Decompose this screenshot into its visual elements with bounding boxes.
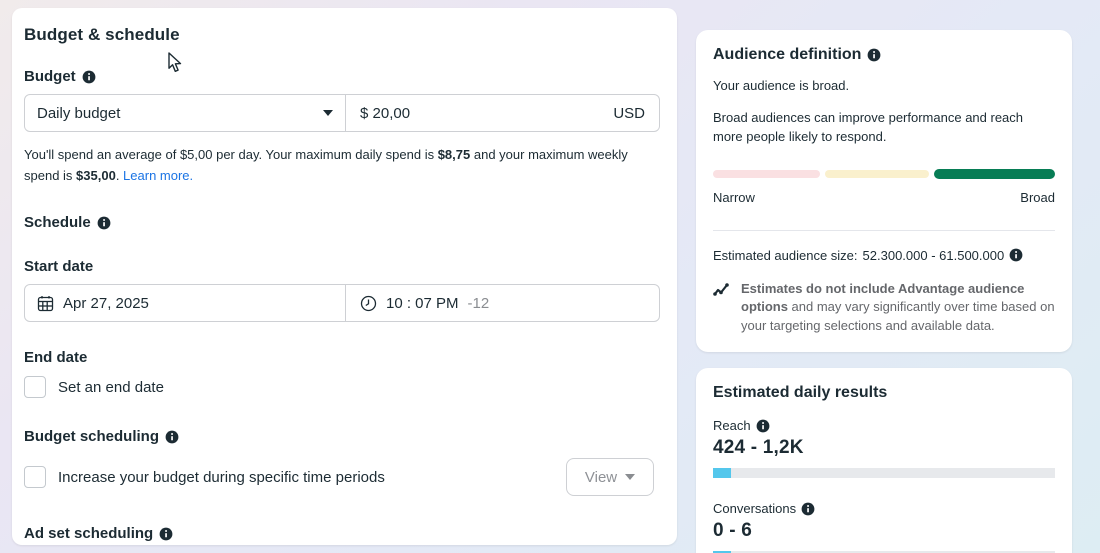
timezone-value: -12	[467, 294, 490, 312]
budget-type-dropdown[interactable]: Daily budget	[25, 95, 346, 131]
gauge-segment-narrow	[713, 169, 820, 178]
conversations-bar	[713, 551, 1055, 553]
info-icon[interactable]	[867, 48, 881, 62]
audience-definition-card: Audience definition Your audience is bro…	[696, 30, 1072, 352]
estimates-note-rest: and may vary significantly over time bas…	[741, 299, 1055, 334]
reach-bar-fill	[713, 468, 732, 478]
learn-more-link[interactable]: Learn more.	[123, 167, 194, 183]
help-text-2: and your maximum weekly spend is	[24, 147, 628, 183]
estimated-audience-size-row: Estimated audience size: 52.300.000 - 61…	[713, 248, 1055, 263]
gauge-segment-middle	[825, 169, 929, 178]
start-datetime-row: Apr 27, 2025 10 : 07 PM -12	[24, 284, 660, 323]
page-title: Budget & schedule	[24, 25, 180, 44]
ad-set-scheduling-label-row: Ad set scheduling	[24, 525, 660, 542]
budget-input-row: Daily budget $ 20,00 USD	[24, 94, 660, 132]
budget-scheduling-checkbox[interactable]	[24, 466, 46, 489]
end-date-checkbox[interactable]	[24, 376, 46, 399]
budget-scheduling-row: Increase your budget during specific tim…	[24, 458, 660, 497]
audience-summary: Your audience is broad.	[713, 78, 850, 93]
start-date-value: Apr 27, 2025	[63, 294, 149, 312]
ad-set-scheduling-label: Ad set scheduling	[24, 525, 154, 543]
calendar-icon	[37, 295, 54, 312]
estimated-size-label: Estimated audience size:	[713, 247, 858, 263]
info-icon[interactable]	[165, 430, 179, 444]
conversations-label: Conversations	[713, 501, 797, 516]
budget-schedule-card: Budget & schedule Budget Daily budget $ …	[12, 8, 677, 545]
budget-help-text: You'll spend an average of $5,00 per day…	[24, 145, 664, 186]
max-daily-spend: $8,75	[437, 147, 471, 162]
estimates-note: Estimates do not include Advantage audie…	[713, 280, 1055, 337]
chevron-down-icon	[323, 110, 333, 116]
help-text-3: .	[115, 167, 124, 183]
trend-line-icon	[713, 282, 731, 337]
gauge-labels: Narrow Broad	[713, 190, 1055, 205]
budget-label: Budget	[24, 68, 76, 85]
conversations-bar-fill	[713, 551, 732, 553]
info-icon[interactable]	[82, 70, 96, 84]
estimated-daily-results-card: Estimated daily results Reach 424 - 1,2K…	[696, 368, 1072, 553]
budget-label-row: Budget	[24, 68, 660, 85]
budget-scheduling-label-row: Budget scheduling	[24, 428, 660, 445]
estimated-size-value: 52.300.000 - 61.500.000	[862, 247, 1005, 263]
reach-value: 424 - 1,2K	[713, 437, 804, 458]
budget-scheduling-label: Budget scheduling	[24, 428, 159, 446]
start-date-label: Start date	[24, 258, 94, 276]
metric-label-row: Conversations	[713, 501, 1055, 516]
metric-reach: Reach 424 - 1,2K	[713, 418, 1055, 478]
info-icon[interactable]	[159, 527, 173, 541]
end-date-checkbox-label: Set an end date	[58, 378, 164, 396]
start-time-field[interactable]: 10 : 07 PM -12	[346, 285, 659, 321]
audience-description: Broad audiences can improve performance …	[713, 109, 1024, 144]
info-icon[interactable]	[756, 419, 770, 433]
view-button[interactable]: View	[566, 458, 654, 497]
end-date-label: End date	[24, 349, 88, 367]
currency-code: USD	[613, 104, 645, 122]
metric-conversations: Conversations 0 - 6	[713, 501, 1055, 553]
gauge-narrow-label: Narrow	[713, 189, 755, 205]
gauge-segment-broad	[934, 168, 1055, 179]
end-date-row: Set an end date	[24, 376, 660, 399]
budget-amount-field[interactable]: $ 20,00 USD	[346, 95, 659, 131]
budget-scheduling-checkbox-label: Increase your budget during specific tim…	[58, 468, 385, 486]
audience-card-title-row: Audience definition	[713, 46, 1055, 64]
estimates-note-text: Estimates do not include Advantage audie…	[741, 280, 1055, 337]
estimates-note-bold: Estimates do not include Advantage audie…	[741, 280, 1025, 315]
info-icon[interactable]	[801, 502, 815, 516]
start-date-field[interactable]: Apr 27, 2025	[25, 285, 346, 322]
audience-breadth-gauge	[713, 168, 1055, 179]
max-weekly-spend: $35,00	[76, 167, 116, 183]
reach-bar	[713, 468, 1055, 478]
info-icon[interactable]	[1009, 248, 1023, 262]
info-icon[interactable]	[97, 216, 111, 230]
help-text-1: You'll spend an average of $5,00 per day…	[24, 147, 438, 162]
clock-icon	[360, 295, 377, 312]
view-button-label: View	[584, 468, 618, 486]
budget-type-value: Daily budget	[37, 104, 121, 122]
conversations-value: 0 - 6	[713, 520, 753, 541]
divider	[713, 229, 1055, 231]
results-card-title: Estimated daily results	[713, 384, 888, 401]
gauge-broad-label: Broad	[1020, 189, 1055, 205]
chevron-down-icon	[625, 474, 636, 481]
reach-label: Reach	[713, 418, 751, 433]
schedule-label: Schedule	[24, 214, 91, 232]
metric-label-row: Reach	[713, 418, 1055, 433]
schedule-label-row: Schedule	[24, 214, 660, 231]
start-time-value: 10 : 07 PM	[386, 294, 459, 312]
budget-amount-value: $ 20,00	[360, 104, 411, 122]
audience-card-title: Audience definition	[713, 46, 862, 63]
